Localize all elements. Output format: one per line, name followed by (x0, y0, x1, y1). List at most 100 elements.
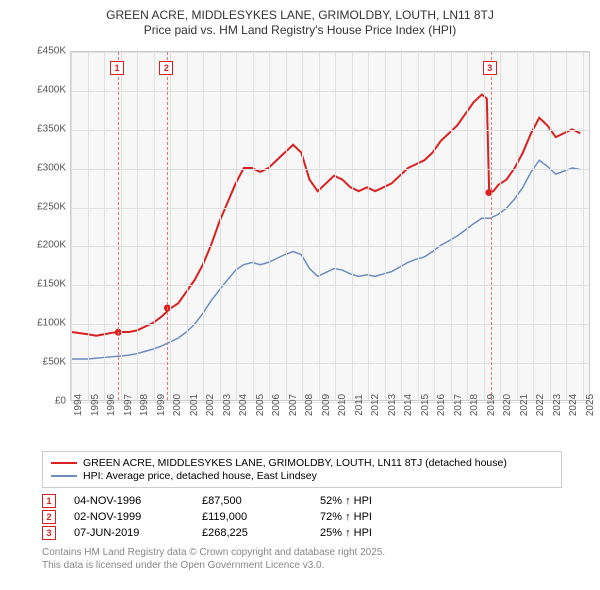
sale-number: 3 (42, 526, 56, 540)
gridline-v (550, 52, 551, 400)
event-line (491, 52, 492, 400)
sale-row: 307-JUN-2019£268,22525% ↑ HPI (42, 526, 562, 540)
xtick-label: 1994 (73, 394, 84, 416)
gridline-v (484, 52, 485, 400)
xtick-label: 2014 (403, 394, 414, 416)
gridline-v (187, 52, 188, 400)
xtick-label: 1997 (123, 394, 134, 416)
ytick-label: £400K (26, 84, 66, 95)
xtick-label: 1998 (139, 394, 150, 416)
gridline-v (88, 52, 89, 400)
gridline-v (319, 52, 320, 400)
xtick-label: 2009 (321, 394, 332, 416)
gridline-h (71, 130, 589, 131)
xtick-label: 2023 (552, 394, 563, 416)
gridline-v (368, 52, 369, 400)
sale-price: £119,000 (202, 511, 302, 523)
chart-svg (71, 52, 589, 400)
title-line1: GREEN ACRE, MIDDLESYKES LANE, GRIMOLDBY,… (10, 8, 590, 22)
xtick-label: 2003 (222, 394, 233, 416)
sale-number: 1 (42, 494, 56, 508)
legend-swatch (51, 475, 77, 477)
xtick-label: 2016 (436, 394, 447, 416)
gridline-h (71, 246, 589, 247)
ytick-label: £200K (26, 240, 66, 251)
gridline-v (154, 52, 155, 400)
gridline-h (71, 91, 589, 92)
gridline-h (71, 52, 589, 53)
gridline-v (385, 52, 386, 400)
xtick-label: 2022 (535, 394, 546, 416)
title-line2: Price paid vs. HM Land Registry's House … (10, 23, 590, 37)
ytick-label: £450K (26, 46, 66, 57)
gridline-v (203, 52, 204, 400)
xtick-label: 1995 (90, 394, 101, 416)
footer-line2: This data is licensed under the Open Gov… (42, 559, 590, 572)
legend-row: GREEN ACRE, MIDDLESYKES LANE, GRIMOLDBY,… (51, 457, 553, 469)
xtick-label: 2011 (354, 394, 365, 416)
xtick-label: 2025 (585, 394, 596, 416)
gridline-h (71, 324, 589, 325)
ytick-label: £50K (26, 357, 66, 368)
xtick-label: 2005 (255, 394, 266, 416)
sale-price: £87,500 (202, 495, 302, 507)
xtick-label: 2015 (420, 394, 431, 416)
ytick-label: £300K (26, 162, 66, 173)
sale-hpi: 72% ↑ HPI (320, 511, 420, 523)
gridline-v (71, 52, 72, 400)
gridline-v (434, 52, 435, 400)
ytick-label: £100K (26, 318, 66, 329)
gridline-v (401, 52, 402, 400)
gridline-v (335, 52, 336, 400)
gridline-v (451, 52, 452, 400)
sale-date: 02-NOV-1999 (74, 511, 184, 523)
legend: GREEN ACRE, MIDDLESYKES LANE, GRIMOLDBY,… (42, 451, 562, 488)
event-marker: 2 (159, 61, 173, 75)
xtick-label: 2002 (205, 394, 216, 416)
event-line (118, 52, 119, 400)
ytick-label: £350K (26, 123, 66, 134)
sale-hpi: 25% ↑ HPI (320, 527, 420, 539)
legend-label: GREEN ACRE, MIDDLESYKES LANE, GRIMOLDBY,… (83, 457, 507, 469)
gridline-h (71, 208, 589, 209)
xtick-label: 2013 (387, 394, 398, 416)
gridline-v (236, 52, 237, 400)
xtick-label: 2008 (304, 394, 315, 416)
gridline-v (583, 52, 584, 400)
gridline-v (566, 52, 567, 400)
series-blue (71, 160, 580, 359)
sale-row: 2 02-NOV-1999 £119,000 72% ↑ HPI (42, 510, 562, 524)
event-marker: 1 (110, 61, 124, 75)
footer-line1: Contains HM Land Registry data © Crown c… (42, 546, 590, 559)
gridline-v (500, 52, 501, 400)
xtick-label: 2024 (568, 394, 579, 416)
gridline-v (170, 52, 171, 400)
chart-container: GREEN ACRE, MIDDLESYKES LANE, GRIMOLDBY,… (0, 0, 600, 590)
sale-date: 04-NOV-1996 (74, 495, 184, 507)
xtick-label: 1996 (106, 394, 117, 416)
sale-number: 2 (42, 510, 56, 524)
xtick-label: 2000 (172, 394, 183, 416)
gridline-v (533, 52, 534, 400)
gridline-v (467, 52, 468, 400)
sale-hpi: 52% ↑ HPI (320, 495, 420, 507)
chart-area: £0£50K£100K£150K£200K£250K£300K£350K£400… (24, 43, 590, 443)
sale-date: 07-JUN-2019 (74, 527, 184, 539)
gridline-v (418, 52, 419, 400)
gridline-v (269, 52, 270, 400)
xtick-label: 2017 (453, 394, 464, 416)
xtick-label: 2001 (189, 394, 200, 416)
xtick-label: 2021 (519, 394, 530, 416)
gridline-v (137, 52, 138, 400)
gridline-h (71, 169, 589, 170)
footer-attribution: Contains HM Land Registry data © Crown c… (42, 546, 590, 572)
gridline-v (302, 52, 303, 400)
gridline-v (220, 52, 221, 400)
event-marker: 3 (483, 61, 497, 75)
xtick-label: 2004 (238, 394, 249, 416)
gridline-v (253, 52, 254, 400)
sale-row: 1 04-NOV-1996 £87,500 52% ↑ HPI (42, 494, 562, 508)
xtick-label: 2020 (502, 394, 513, 416)
xtick-label: 2012 (370, 394, 381, 416)
xtick-label: 2006 (271, 394, 282, 416)
